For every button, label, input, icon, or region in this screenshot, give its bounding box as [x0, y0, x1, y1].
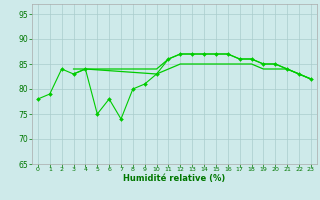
X-axis label: Humidité relative (%): Humidité relative (%): [123, 174, 226, 183]
